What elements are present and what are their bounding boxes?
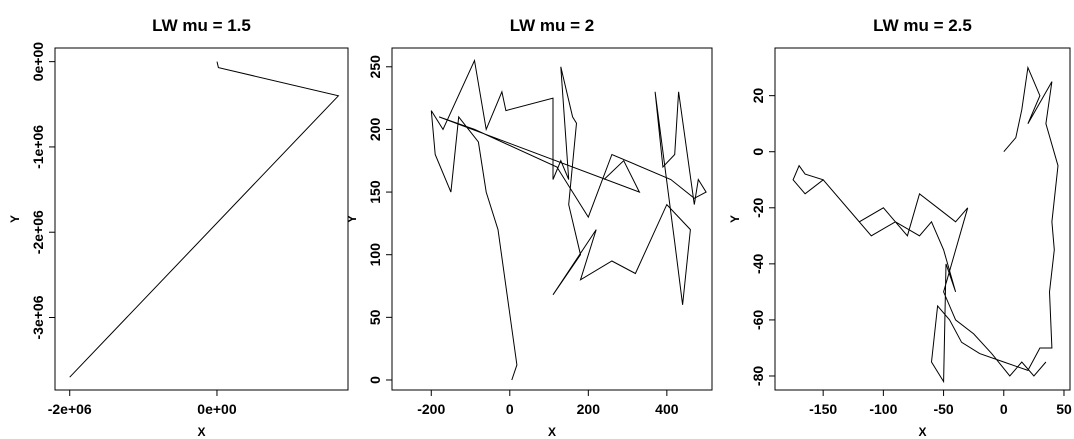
plot-box xyxy=(391,47,713,391)
y-tick-label: -20 xyxy=(750,197,766,217)
y-tick-label: 100 xyxy=(367,243,383,267)
x-tick-label: -150 xyxy=(809,401,837,417)
chart-title: LW mu = 1.5 xyxy=(152,16,251,35)
y-tick-label: 50 xyxy=(367,309,383,325)
x-tick-label: 50 xyxy=(1056,401,1072,417)
x-tick-label: -200 xyxy=(417,401,445,417)
y-tick-label: 0 xyxy=(750,148,766,156)
x-tick-label: 200 xyxy=(577,401,601,417)
x-tick-label: 0 xyxy=(506,401,514,417)
chart-title: LW mu = 2 xyxy=(510,16,595,35)
y-axis-label: Y xyxy=(345,215,359,223)
y-tick-label: 20 xyxy=(750,88,766,104)
path-line xyxy=(792,65,1059,384)
y-tick-label: 0 xyxy=(367,376,383,384)
x-tick-label: -50 xyxy=(933,401,953,417)
plot-box xyxy=(54,47,349,391)
chart-title: LW mu = 2.5 xyxy=(873,16,972,35)
x-tick-label: 0e+00 xyxy=(197,401,237,417)
y-tick-label: -60 xyxy=(750,310,766,330)
x-tick-label: 0 xyxy=(1000,401,1008,417)
y-axis-label: Y xyxy=(728,215,742,223)
y-tick-label: -40 xyxy=(750,254,766,274)
x-axis-label: X xyxy=(548,425,556,439)
path-line xyxy=(430,58,707,381)
x-tick-label: 400 xyxy=(655,401,679,417)
x-tick-label: -2e+06 xyxy=(48,401,92,417)
y-tick-label: 150 xyxy=(367,180,383,204)
y-tick-label: -3e+06 xyxy=(30,295,46,339)
path-line xyxy=(69,61,340,378)
y-tick-label: -2e+06 xyxy=(30,210,46,254)
x-tick-label: -100 xyxy=(869,401,897,417)
y-tick-label: -1e+06 xyxy=(30,125,46,169)
x-axis-label: X xyxy=(197,425,205,439)
y-tick-label: 0e+00 xyxy=(30,42,46,82)
y-tick-label: -80 xyxy=(750,366,766,386)
y-axis-label: Y xyxy=(8,215,22,223)
y-tick-label: 250 xyxy=(367,55,383,79)
x-axis-label: X xyxy=(918,425,926,439)
plot-box xyxy=(774,47,1071,391)
y-tick-label: 200 xyxy=(367,118,383,142)
